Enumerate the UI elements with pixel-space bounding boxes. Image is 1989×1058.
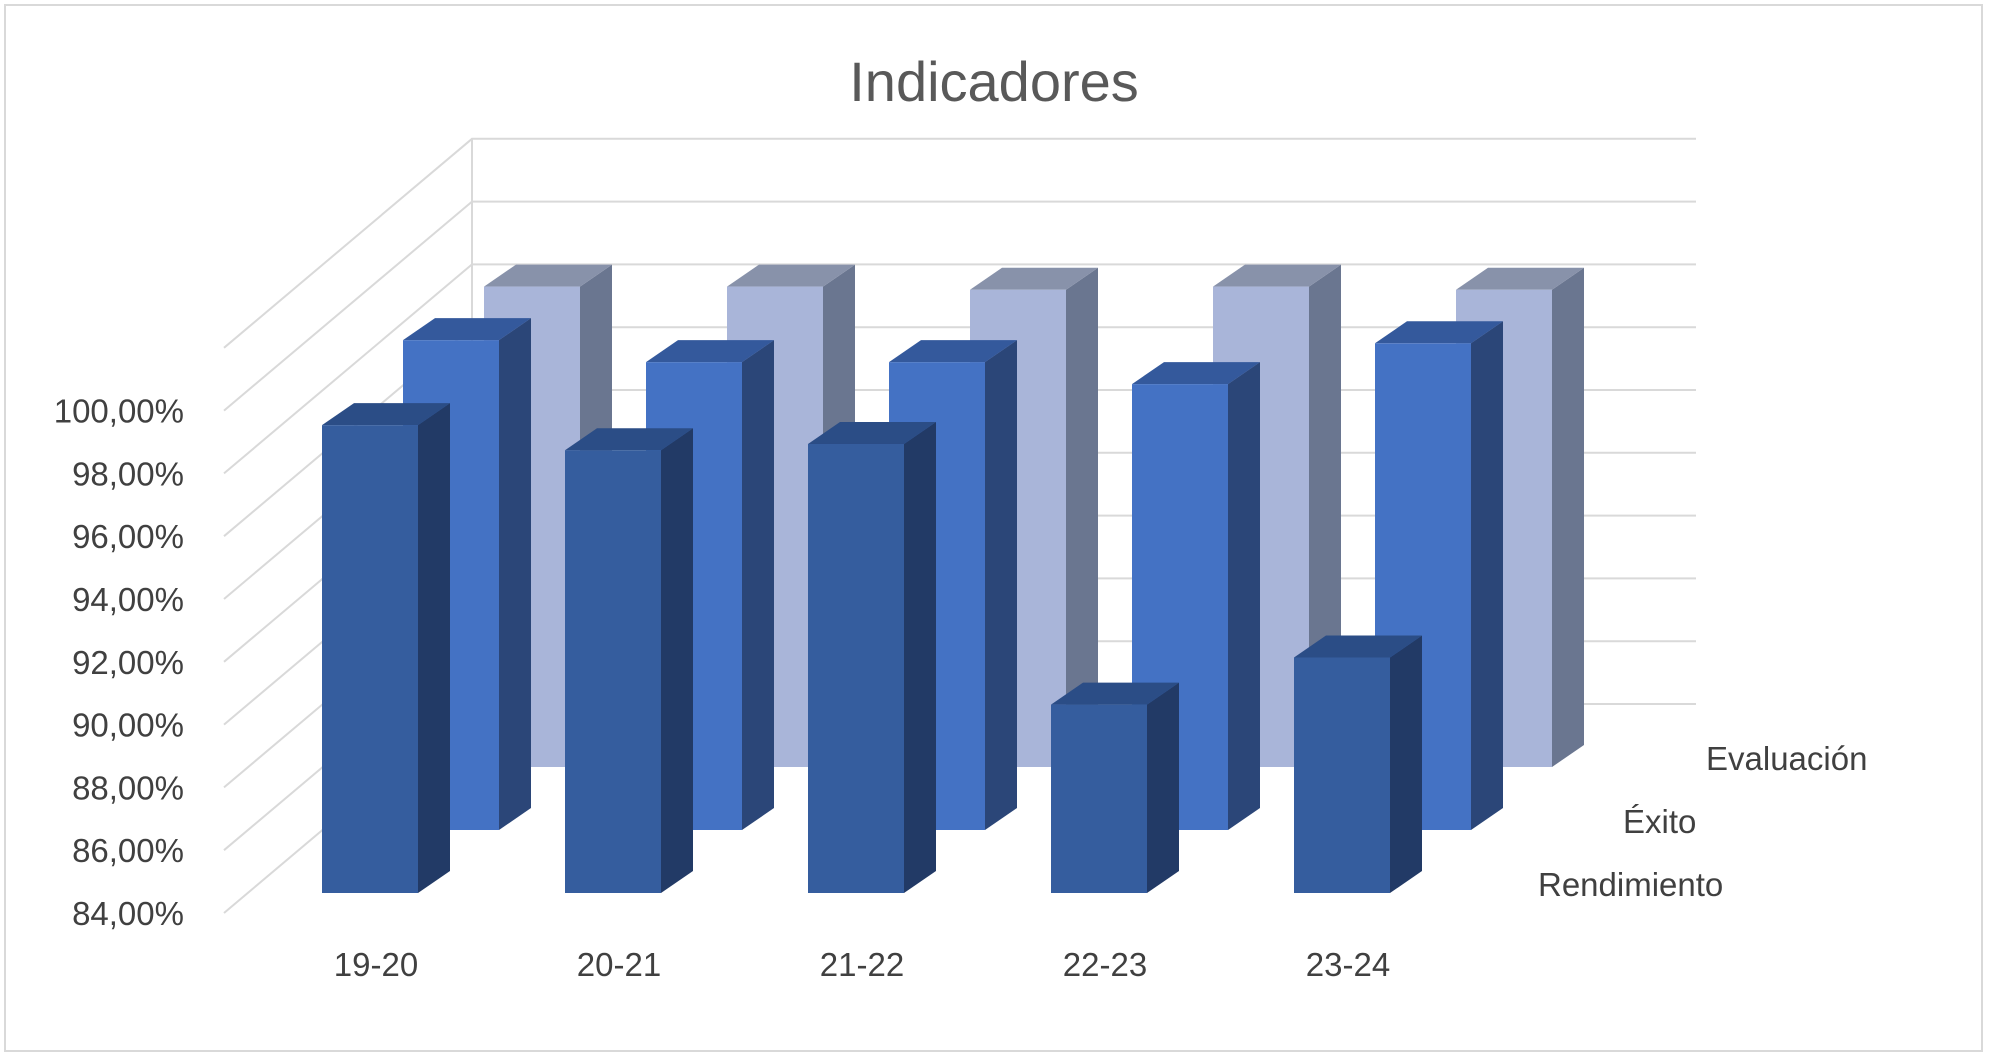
bar-top <box>565 428 693 451</box>
y-tick-label: 88,00% <box>72 769 184 806</box>
bar-side <box>661 428 693 893</box>
y-tick-label: 98,00% <box>72 455 184 492</box>
bar-top <box>1051 682 1179 705</box>
bar-side <box>1147 682 1179 893</box>
bar-top <box>1132 362 1260 385</box>
bar-top <box>889 340 1017 363</box>
bar <box>565 428 693 893</box>
chart-title: Indicadores <box>849 50 1139 113</box>
bar <box>1051 682 1179 893</box>
x-tick-label: 23-24 <box>1306 946 1390 983</box>
bar-top <box>322 403 450 426</box>
bar-top <box>1294 635 1422 658</box>
bar-front <box>322 425 418 893</box>
bar <box>322 403 450 893</box>
x-tick-label: 19-20 <box>334 946 418 983</box>
bar-side <box>1228 362 1260 830</box>
bar-side <box>1390 635 1422 893</box>
bar-side <box>742 340 774 830</box>
y-tick-label: 94,00% <box>72 581 184 618</box>
bar-front <box>808 443 904 893</box>
bar-side <box>1552 267 1584 767</box>
bar <box>1294 635 1422 893</box>
bar-front <box>565 450 661 893</box>
y-tick-label: 96,00% <box>72 518 184 555</box>
bars-layer <box>322 264 1584 893</box>
bar-side <box>904 421 936 893</box>
series-label: Evaluación <box>1706 740 1867 777</box>
bar <box>1132 362 1260 830</box>
bar-side <box>1471 321 1503 830</box>
bar-side <box>1066 267 1098 767</box>
series-label: Rendimiento <box>1538 866 1723 903</box>
bar-top <box>1213 264 1341 287</box>
bar-top <box>1456 267 1584 290</box>
bar <box>808 421 936 893</box>
bar-side <box>418 403 450 893</box>
y-tick-label: 100,00% <box>54 393 184 430</box>
bar-top <box>646 340 774 363</box>
bar-top <box>1375 321 1503 344</box>
chart-frame: Indicadores 84,00% 86,00% 88,00% 90,00% 92,0… <box>4 4 1983 1052</box>
y-tick-label: 90,00% <box>72 707 184 744</box>
y-tick-label: 92,00% <box>72 644 184 681</box>
bar-top <box>970 267 1098 290</box>
labels-layer: Indicadores 84,00% 86,00% 88,00% 90,00% 92,0… <box>54 50 1868 983</box>
chart-svg: Indicadores 84,00% 86,00% 88,00% 90,00% 92,0… <box>54 50 1868 983</box>
bar-side <box>985 340 1017 830</box>
x-tick-label: 20-21 <box>577 946 661 983</box>
y-tick-label: 86,00% <box>72 832 184 869</box>
bar-top <box>727 264 855 287</box>
bar-top <box>808 421 936 444</box>
y-tick-label: 84,00% <box>72 895 184 932</box>
series-label: Éxito <box>1623 803 1696 840</box>
x-tick-label: 21-22 <box>820 946 904 983</box>
x-tick-label: 22-23 <box>1063 946 1147 983</box>
bar-front <box>1051 704 1147 893</box>
bar-front <box>1294 657 1390 893</box>
bar-top <box>403 318 531 341</box>
bar-side <box>499 318 531 830</box>
bar-top <box>484 264 612 287</box>
